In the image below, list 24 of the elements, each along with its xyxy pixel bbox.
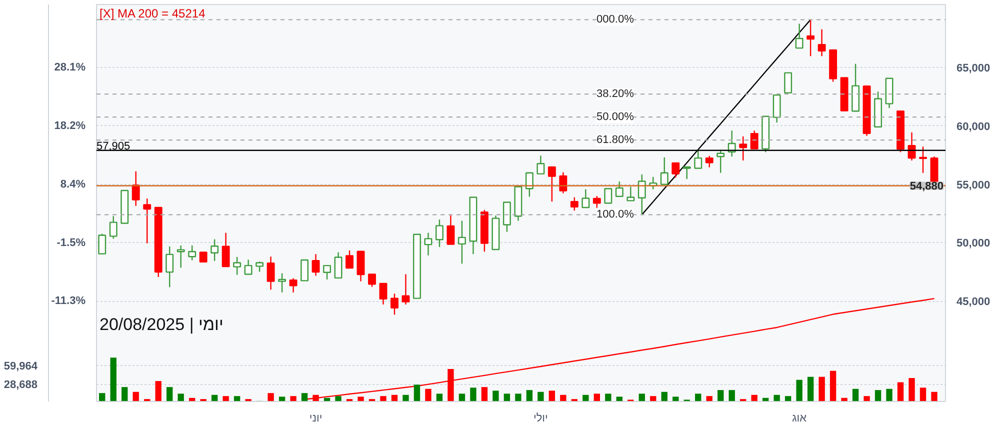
y-tick-label: 55,000: [956, 179, 990, 192]
x-tick-label: אוג: [792, 412, 807, 424]
y2-tick-label: -1.5%: [56, 237, 86, 250]
x-tick-label: יוני: [309, 412, 322, 424]
y2-tick-label: 18.2%: [54, 120, 86, 132]
annotation: 50.00%: [596, 111, 634, 124]
y2-tick-label: 8.4%: [60, 178, 86, 190]
y-tick-label: 65,000: [956, 62, 990, 75]
y-tick-label: 60,000: [956, 120, 990, 133]
y-tick-label: 50,000: [956, 238, 990, 250]
x-tick-label: יולי: [533, 412, 548, 424]
ref-line-label: 54,880: [910, 180, 944, 193]
annotation: [X] MA 200 = 45214: [100, 6, 206, 20]
annotation: 38.20%: [596, 88, 634, 100]
annotation: 61.80%: [596, 134, 634, 146]
y3-tick-label: 28,688: [4, 379, 38, 392]
y2-tick-label: 28.1%: [54, 61, 86, 74]
annotation: 000.0%: [596, 14, 634, 26]
y3-tick-label: 59,964: [4, 360, 38, 372]
y-tick-label: 45,000: [956, 296, 990, 308]
ref-line-label: 57,905: [96, 140, 130, 152]
annotation: יומי | 20/08/2025: [100, 315, 224, 334]
y2-tick-label: -11.3%: [51, 295, 86, 308]
annotation: 100.0%: [596, 208, 634, 221]
